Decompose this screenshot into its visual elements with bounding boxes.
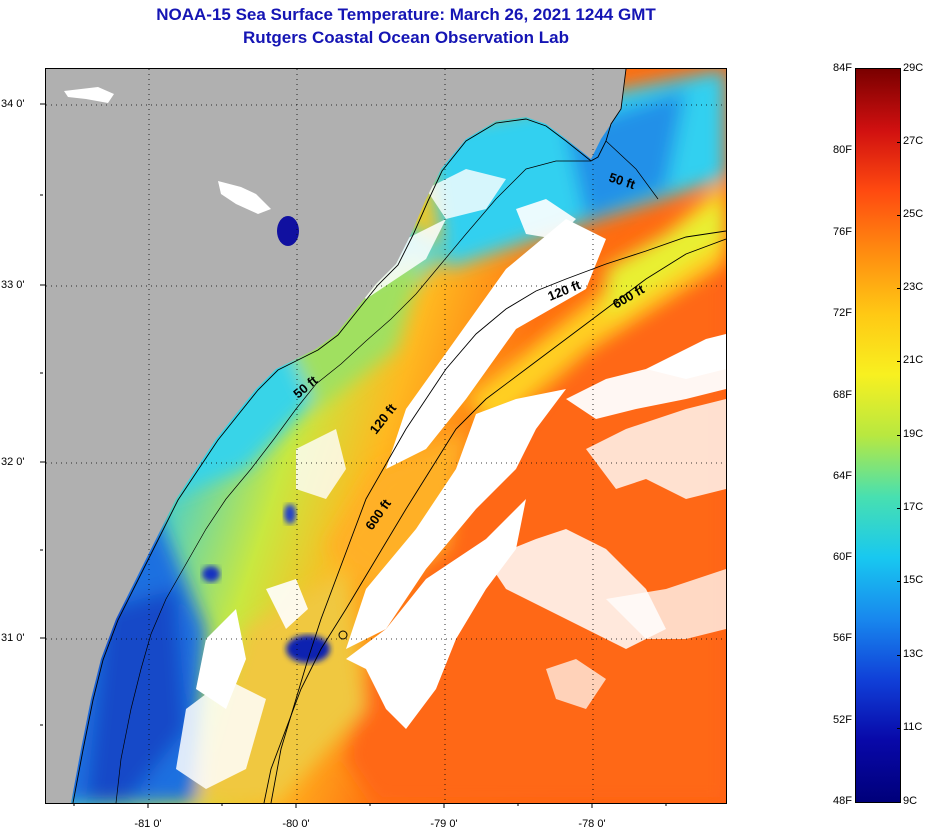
inner-coastline xyxy=(115,140,659,803)
lon-label-80: -80 0' xyxy=(282,818,310,830)
lon-label-79: -79 0' xyxy=(430,818,458,830)
colorbar-label-60f: 60F xyxy=(833,551,852,563)
colorbar-label-84f: 84F xyxy=(833,62,852,74)
contour-600ft-line xyxy=(263,238,726,803)
colorbar-label-76f: 76F xyxy=(833,226,852,238)
depth-contours xyxy=(263,230,726,803)
contour-120ft-line xyxy=(270,230,726,803)
lat-label-33: 33 0' xyxy=(1,279,25,291)
colorbar-label-72f: 72F xyxy=(833,307,852,319)
lon-label-78: -78 0' xyxy=(578,818,606,830)
sst-map-canvas: 50 ft 50 ft 120 ft 120 ft 600 ft 600 ft xyxy=(46,69,726,803)
sst-map[interactable]: 50 ft 50 ft 120 ft 120 ft 600 ft 600 ft xyxy=(45,68,727,804)
temperature-colorbar xyxy=(855,68,901,803)
colorbar-label-23c: 23C xyxy=(903,281,924,293)
colorbar-label-9c: 9C xyxy=(903,795,918,807)
lat-label-34: 34 0' xyxy=(1,98,25,110)
colorbar-label-17c: 17C xyxy=(903,501,924,513)
colorbar-label-80f: 80F xyxy=(833,144,852,156)
colorbar-label-68f: 68F xyxy=(833,389,852,401)
colorbar-label-52f: 52F xyxy=(833,714,852,726)
colorbar-label-13c: 13C xyxy=(903,648,924,660)
coastline xyxy=(72,69,627,803)
colorbar-label-48f: 48F xyxy=(833,795,852,807)
station-marker xyxy=(338,630,348,640)
inland-clouds xyxy=(64,87,271,214)
lat-label-31: 31 0' xyxy=(1,632,25,644)
graticule xyxy=(46,69,726,803)
map-subtitle: Rutgers Coastal Ocean Observation Lab xyxy=(243,28,569,47)
land-mass xyxy=(46,69,626,803)
colorbar-label-64f: 64F xyxy=(833,470,852,482)
colorbar-label-27c: 27C xyxy=(903,135,924,147)
lat-label-32: 32 0' xyxy=(1,456,25,468)
inland-lake xyxy=(277,216,299,246)
lon-label-81: -81 0' xyxy=(134,818,162,830)
colorbar-label-15c: 15C xyxy=(903,574,924,586)
colorbar-label-56f: 56F xyxy=(833,632,852,644)
map-title: NOAA-15 Sea Surface Temperature: March 2… xyxy=(156,5,656,24)
colorbar-label-25c: 25C xyxy=(903,208,924,220)
colorbar-label-29c: 29C xyxy=(903,62,924,74)
colorbar-label-19c: 19C xyxy=(903,428,924,440)
colorbar-label-21c: 21C xyxy=(903,354,924,366)
colorbar-label-11c: 11C xyxy=(903,721,923,733)
